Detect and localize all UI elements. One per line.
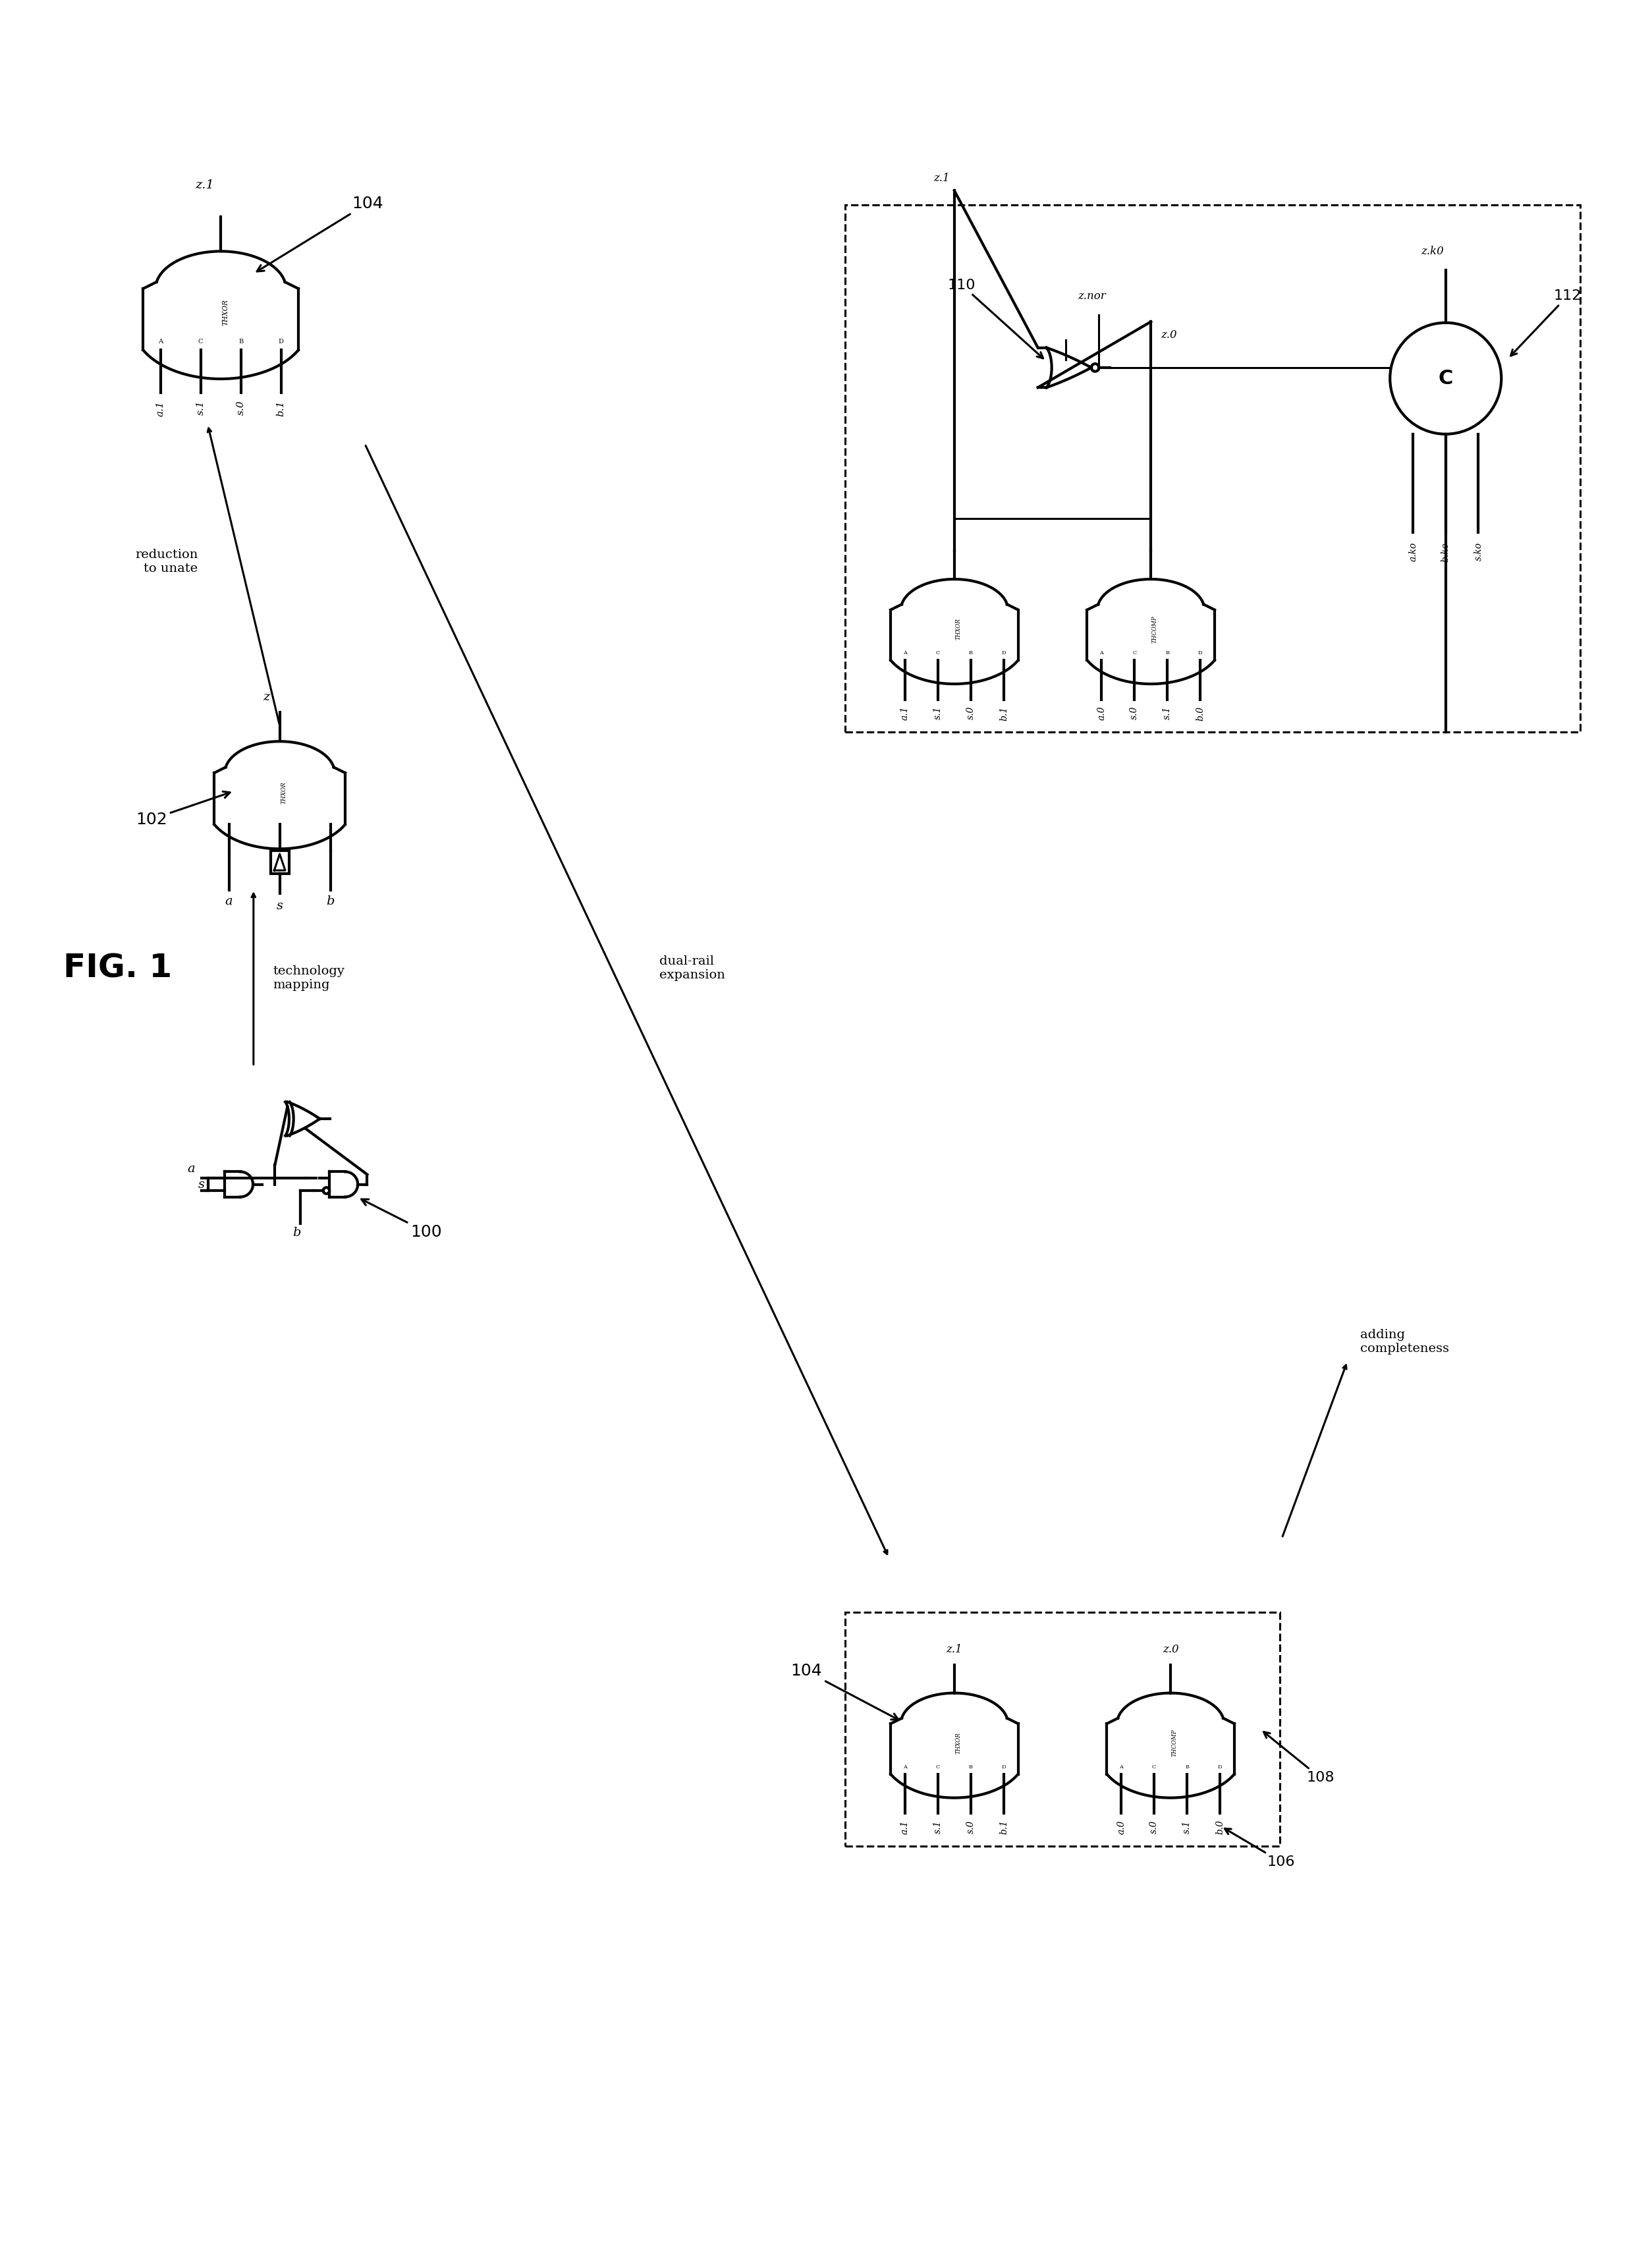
Text: 102: 102 <box>135 790 230 826</box>
Text: THXOR: THXOR <box>955 1732 961 1754</box>
Text: technology
mapping: technology mapping <box>273 966 345 991</box>
Text: THCOMP: THCOMP <box>1171 1730 1178 1757</box>
Text: adding
completeness: adding completeness <box>1361 1329 1449 1356</box>
Text: THCOMP: THCOMP <box>1151 615 1158 644</box>
Text: b.0: b.0 <box>1196 707 1204 721</box>
Circle shape <box>1092 365 1099 372</box>
Text: z.1: z.1 <box>947 1644 963 1655</box>
Text: s.1: s.1 <box>197 401 205 414</box>
Bar <box>271 851 289 874</box>
Text: C: C <box>1151 1766 1156 1770</box>
Text: a.1: a.1 <box>900 1820 910 1833</box>
Text: a.1: a.1 <box>155 401 165 417</box>
Text: z.1: z.1 <box>933 173 950 185</box>
Text: s: s <box>276 901 282 912</box>
Text: z: z <box>263 691 269 703</box>
Text: dual-rail
expansion: dual-rail expansion <box>659 955 725 982</box>
Text: a.0: a.0 <box>1117 1820 1125 1833</box>
Text: a: a <box>225 896 233 908</box>
Text: reduction
to unate: reduction to unate <box>135 549 198 574</box>
Text: A: A <box>904 651 907 655</box>
Text: z.nor: z.nor <box>1077 291 1107 302</box>
Text: 100: 100 <box>362 1200 443 1241</box>
Text: s.0: s.0 <box>966 1820 975 1833</box>
Text: 110: 110 <box>948 279 1042 358</box>
Text: 104: 104 <box>791 1664 899 1721</box>
Text: 112: 112 <box>1510 288 1581 356</box>
Text: s.ko: s.ko <box>1474 543 1483 561</box>
Text: D: D <box>278 338 284 345</box>
Text: FIG. 1: FIG. 1 <box>63 953 172 984</box>
Text: D: D <box>1198 651 1203 655</box>
Text: s.1: s.1 <box>1163 707 1171 718</box>
Text: z.1: z.1 <box>195 178 213 191</box>
Text: C: C <box>1439 369 1454 387</box>
Text: A: A <box>1118 1766 1123 1770</box>
Text: z.k0: z.k0 <box>1421 245 1444 257</box>
Text: B: B <box>968 1766 973 1770</box>
Text: THXOR: THXOR <box>955 619 961 640</box>
Text: a: a <box>188 1162 195 1176</box>
Text: s.0: s.0 <box>1130 707 1138 718</box>
Text: s.1: s.1 <box>933 707 943 718</box>
Text: B: B <box>1184 1766 1189 1770</box>
Text: 108: 108 <box>1264 1732 1335 1784</box>
Text: D: D <box>1218 1766 1222 1770</box>
Text: 104: 104 <box>258 196 383 272</box>
Text: C: C <box>1132 651 1137 655</box>
Text: D: D <box>1001 1766 1006 1770</box>
Text: C: C <box>935 1766 940 1770</box>
Text: s.1: s.1 <box>933 1820 943 1833</box>
Text: s.0: s.0 <box>966 707 975 718</box>
Circle shape <box>1389 322 1502 435</box>
Text: D: D <box>1001 651 1006 655</box>
Text: b.1: b.1 <box>999 1820 1008 1835</box>
Text: b.1: b.1 <box>999 707 1008 721</box>
Text: a.ko: a.ko <box>1408 543 1417 561</box>
Text: b.0: b.0 <box>1216 1820 1224 1835</box>
Text: s: s <box>198 1178 205 1191</box>
Text: B: B <box>1165 651 1170 655</box>
Text: A: A <box>159 338 164 345</box>
Text: a.1: a.1 <box>900 707 910 721</box>
Text: A: A <box>904 1766 907 1770</box>
Text: A: A <box>1100 651 1104 655</box>
Text: B: B <box>238 338 243 345</box>
Text: b.1: b.1 <box>276 401 286 417</box>
Text: b: b <box>292 1227 301 1239</box>
Text: 106: 106 <box>1224 1829 1295 1869</box>
Text: a.0: a.0 <box>1097 707 1107 721</box>
Text: s.0: s.0 <box>1150 1820 1158 1833</box>
Text: s.1: s.1 <box>1183 1820 1191 1833</box>
Text: THXOR: THXOR <box>223 300 230 327</box>
Text: THXOR: THXOR <box>281 781 287 804</box>
Text: b.ko: b.ko <box>1441 543 1450 563</box>
Text: b: b <box>327 896 334 908</box>
Text: z.0: z.0 <box>1163 1644 1178 1655</box>
Text: z.0: z.0 <box>1161 329 1176 340</box>
Text: C: C <box>198 338 203 345</box>
Text: B: B <box>968 651 973 655</box>
Text: C: C <box>935 651 940 655</box>
Text: s.0: s.0 <box>236 401 246 414</box>
